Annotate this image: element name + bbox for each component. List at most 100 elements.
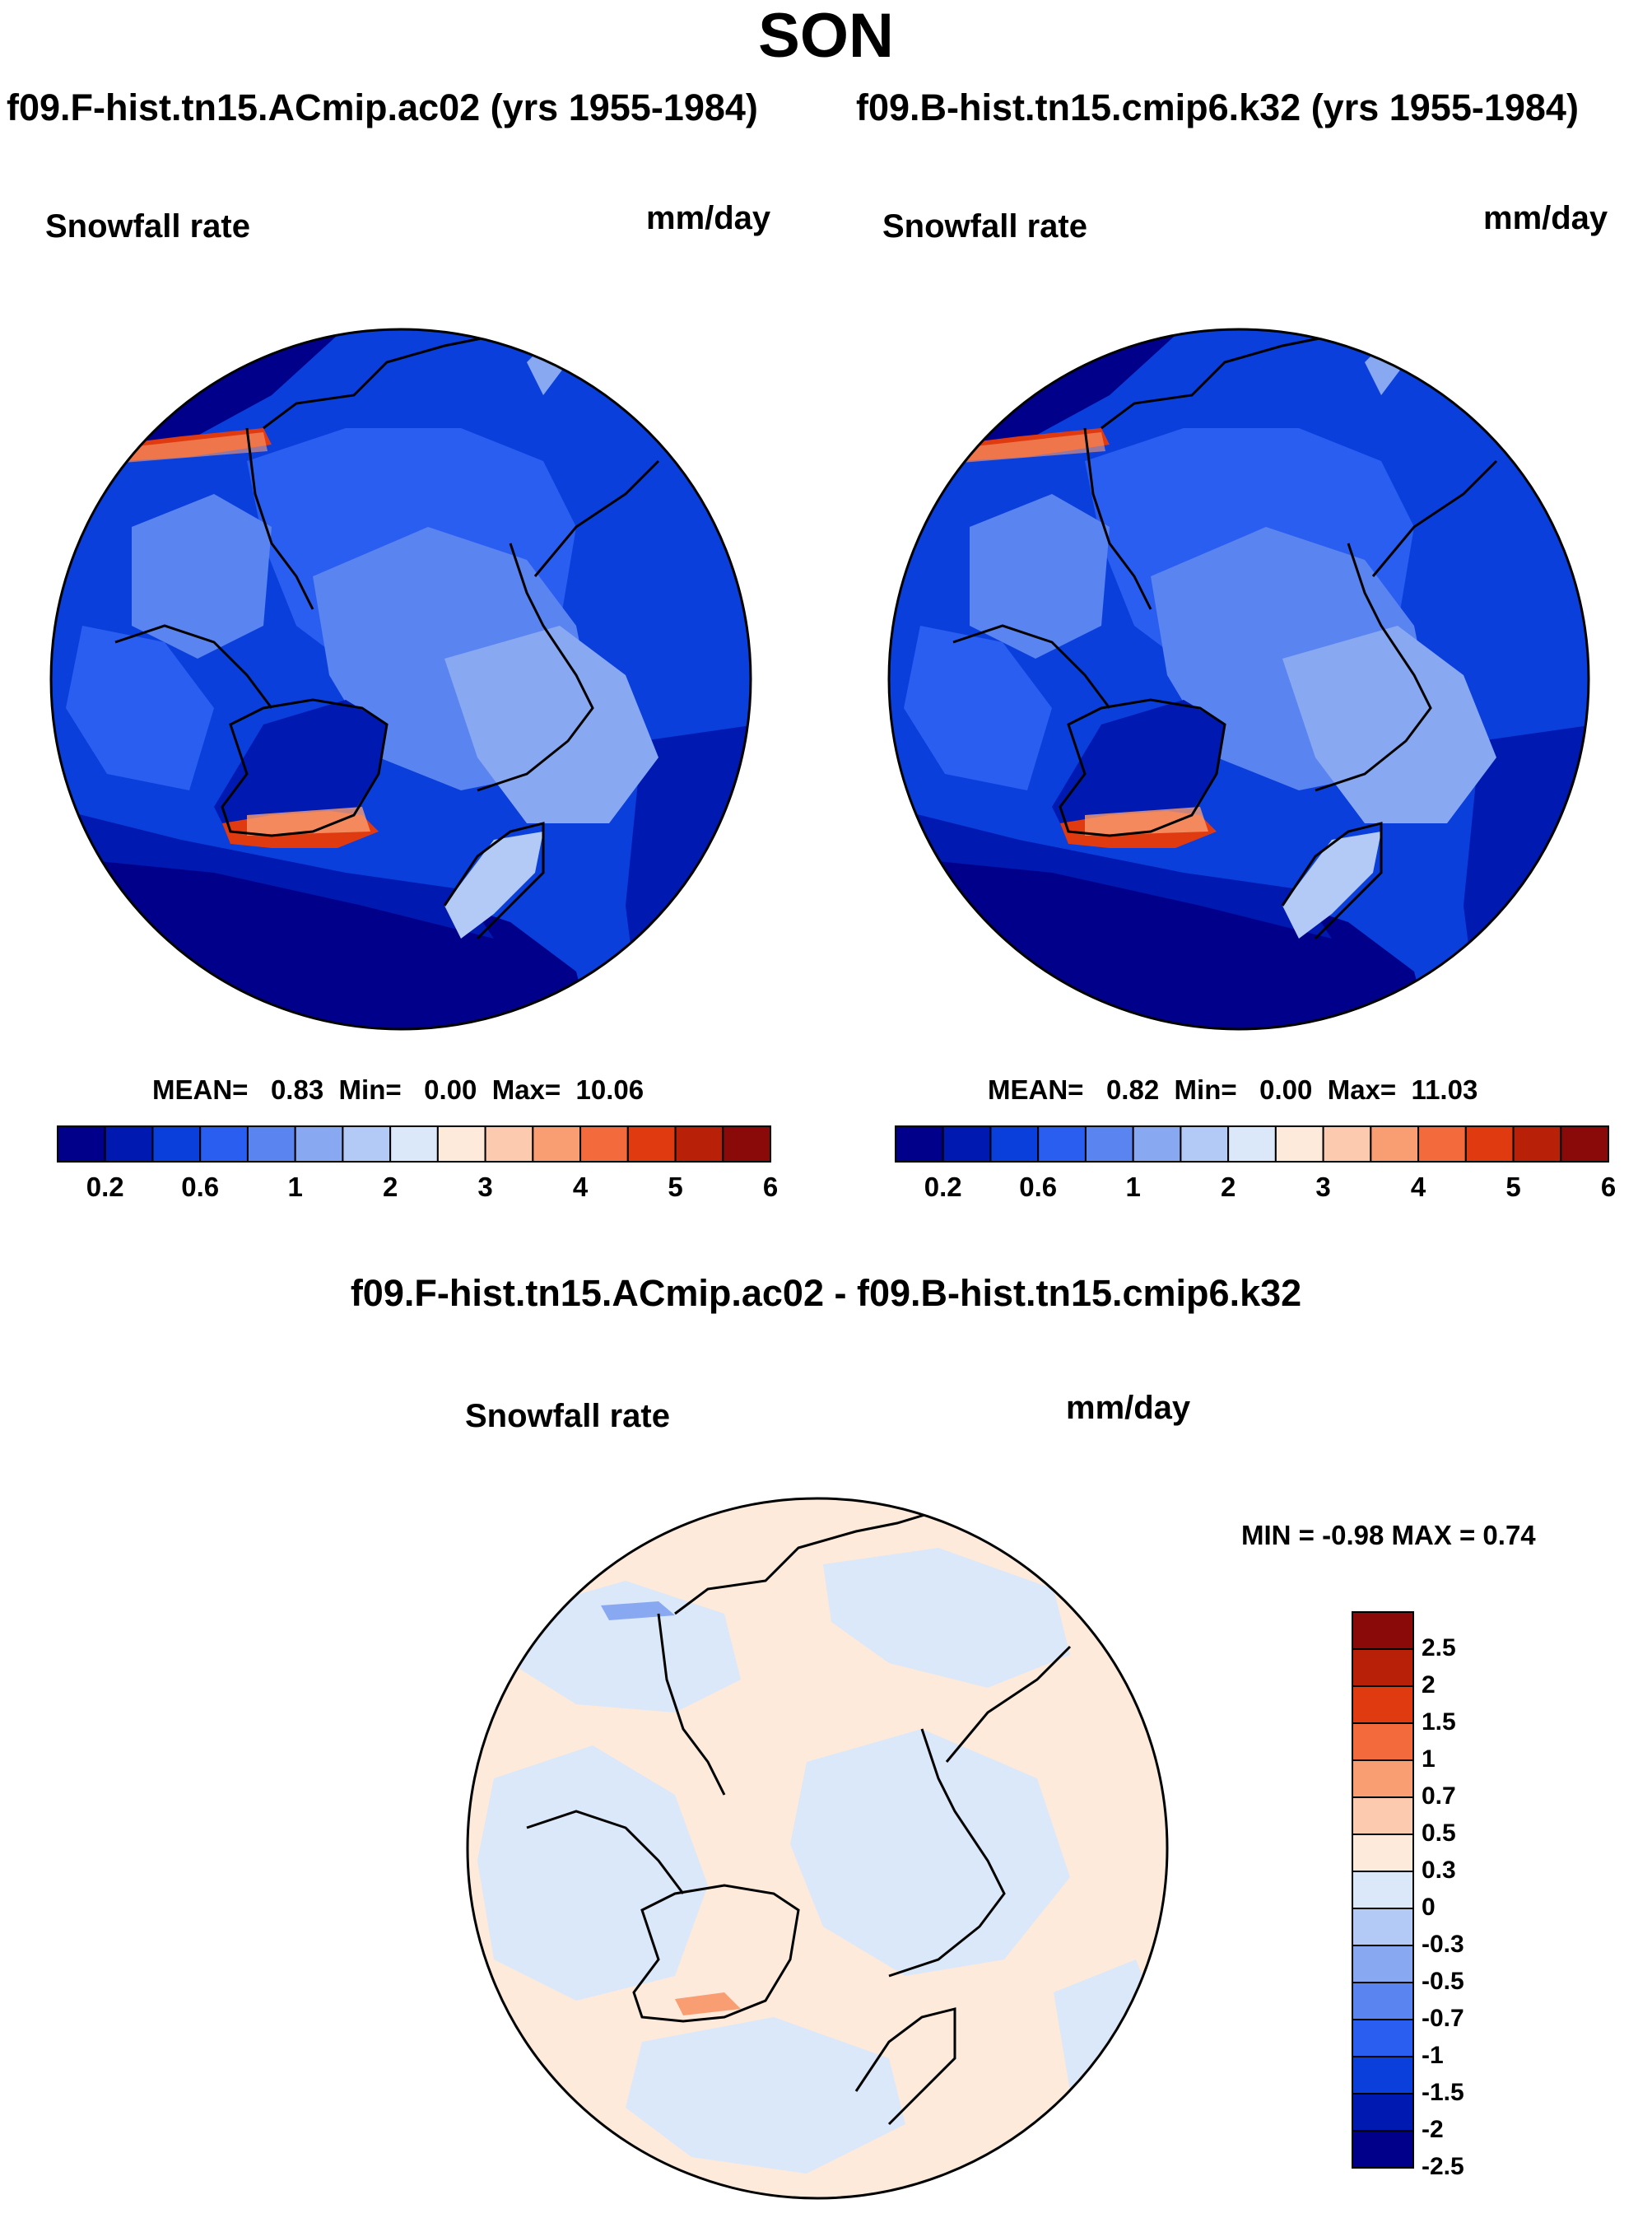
panel1-colorbar-tick: 0.2 bbox=[86, 1172, 124, 1202]
map2-scandinavia bbox=[1282, 832, 1381, 939]
map1-siberia-light bbox=[444, 626, 658, 823]
panel1-colorbar-box-8 bbox=[436, 1125, 486, 1163]
map1-atlantic-band bbox=[51, 807, 494, 939]
panel2-colorbar-box-10 bbox=[1370, 1125, 1420, 1163]
diff-coastlines bbox=[526, 1501, 1072, 2126]
panel2-max-label: Max= bbox=[1327, 1074, 1397, 1105]
diff-colorbar-tick: -0.5 bbox=[1422, 1968, 1464, 1995]
diff-region-e bbox=[626, 2017, 905, 2174]
map2-siberia-light bbox=[1282, 626, 1496, 823]
panel2-units-label: mm/day bbox=[1483, 200, 1608, 236]
panel1-colorbar-tick: 0.6 bbox=[181, 1172, 220, 1202]
panel1-colorbar-tick: 2 bbox=[382, 1172, 398, 1202]
map1-border bbox=[49, 328, 752, 1031]
panel1-min-value: 0.00 bbox=[424, 1074, 477, 1105]
panel2-colorbar-tick: 4 bbox=[1410, 1172, 1426, 1202]
panel1-max-value: 10.06 bbox=[575, 1074, 645, 1105]
diff-colorbar-tick: -1.5 bbox=[1422, 2079, 1464, 2106]
diff-colorbar-box-7 bbox=[1352, 1871, 1414, 1909]
diff-colorbar-box-12 bbox=[1352, 2056, 1414, 2095]
diff-colorbar-tick: 2.5 bbox=[1422, 1634, 1456, 1661]
panel2-colorbar-box-0 bbox=[895, 1125, 944, 1163]
panel2-stats: MEAN= 0.82 Min= 0.00 Max= 11.03 bbox=[988, 1074, 1477, 1106]
panel2-colorbar-box-2 bbox=[989, 1125, 1040, 1163]
panel2-colorbar-box-13 bbox=[1512, 1125, 1562, 1163]
diff-min-max: MIN = -0.98 MAX = 0.74 bbox=[1241, 1520, 1536, 1550]
map2-atlantic-band bbox=[889, 807, 1332, 939]
map2-greenland-interior bbox=[1052, 700, 1225, 840]
panel1-colorbar-box-6 bbox=[342, 1125, 392, 1163]
panel1-run-title: f09.F-hist.tn15.ACmip.ac02 (yrs 1955-198… bbox=[7, 86, 758, 128]
diff-colorbar-box-10 bbox=[1352, 1982, 1414, 2020]
diff-colorbar-box-1 bbox=[1352, 1648, 1414, 1687]
panel2-colorbar-box-8 bbox=[1274, 1125, 1324, 1163]
diff-colorbar bbox=[1352, 1611, 1414, 2169]
panel1-colorbar-box-13 bbox=[674, 1125, 724, 1163]
panel1-colorbar-box-5 bbox=[294, 1125, 344, 1163]
panel1-colorbar-box-3 bbox=[199, 1125, 249, 1163]
panel2-mean-label: MEAN= bbox=[988, 1074, 1084, 1105]
diff-positive-spot bbox=[675, 1992, 741, 2015]
panel2-colorbar-box-5 bbox=[1132, 1125, 1182, 1163]
map2-alaska-coast-mid bbox=[953, 432, 1105, 463]
panel2-colorbar-box-6 bbox=[1180, 1125, 1230, 1163]
diff-colorbar-box-6 bbox=[1352, 1834, 1414, 1872]
diff-region-a bbox=[510, 1581, 741, 1712]
diff-map-border bbox=[466, 1497, 1169, 2200]
panel2-colorbar-box-9 bbox=[1322, 1125, 1372, 1163]
diff-colorbar-tick: 0.7 bbox=[1422, 1782, 1456, 1810]
map1-canada-west bbox=[132, 494, 272, 659]
panel1-colorbar-box-14 bbox=[722, 1125, 771, 1163]
diff-colorbar-tick: -2 bbox=[1422, 2116, 1444, 2143]
panel1-colorbar-tick: 6 bbox=[762, 1172, 779, 1202]
panel1-mean-value: 0.83 bbox=[270, 1074, 324, 1105]
map1-canada-south bbox=[66, 626, 214, 790]
panel2-colorbar-tick: 0.6 bbox=[1019, 1172, 1058, 1202]
panel2-colorbar-box-7 bbox=[1227, 1125, 1277, 1163]
panel1-colorbar-box-2 bbox=[151, 1125, 202, 1163]
diff-colorbar-box-13 bbox=[1352, 2093, 1414, 2132]
map2-coastlines bbox=[952, 329, 1498, 940]
diff-colorbar-box-8 bbox=[1352, 1908, 1414, 1946]
diff-colorbar-box-9 bbox=[1352, 1945, 1414, 1983]
panel1-colorbar-tick: 3 bbox=[477, 1172, 493, 1202]
panel1-stats: MEAN= 0.83 Min= 0.00 Max= 10.06 bbox=[152, 1074, 644, 1106]
panel2-colorbar-box-12 bbox=[1464, 1125, 1515, 1163]
panel1-colorbar-tick: 4 bbox=[572, 1172, 589, 1202]
panel2-mean-value: 0.82 bbox=[1105, 1074, 1160, 1105]
map-panel-2 bbox=[889, 329, 1589, 1029]
panel1-colorbar-box-10 bbox=[532, 1125, 582, 1163]
panel1-colorbar-tick: 5 bbox=[668, 1172, 683, 1202]
map1-scandinavia bbox=[444, 832, 543, 939]
diff-colorbar-tick: -2.5 bbox=[1422, 2153, 1464, 2180]
diff-variable-label: Snowfall rate bbox=[465, 1398, 670, 1434]
panel2-colorbar-tick: 1 bbox=[1125, 1172, 1141, 1202]
diff-colorbar-tick: 1 bbox=[1422, 1745, 1436, 1773]
panel1-colorbar-box-12 bbox=[626, 1125, 677, 1163]
panel2-colorbar-box-1 bbox=[942, 1125, 992, 1163]
diff-region-d bbox=[790, 1729, 1070, 1976]
diff-colorbar-box-2 bbox=[1352, 1685, 1414, 1724]
diff-colorbar-tick: 1.5 bbox=[1422, 1708, 1456, 1736]
panel1-colorbar-box-1 bbox=[104, 1125, 154, 1163]
map2-border bbox=[887, 328, 1590, 1031]
panel2-colorbar-box-14 bbox=[1560, 1125, 1610, 1163]
panel1-colorbar-tick: 1 bbox=[287, 1172, 303, 1202]
diff-colorbar-tick: 2 bbox=[1422, 1671, 1436, 1698]
map2-greenland-coast-mid bbox=[1085, 807, 1208, 836]
map1-greenland-interior bbox=[214, 700, 387, 840]
map1-greenland-coast-mid bbox=[247, 807, 370, 836]
panel2-run-title: f09.B-hist.tn15.cmip6.k32 (yrs 1955-1984… bbox=[856, 86, 1579, 128]
map2-canada-south bbox=[904, 626, 1052, 790]
panel2-colorbar-tick: 5 bbox=[1505, 1172, 1521, 1202]
panel1-colorbar bbox=[57, 1125, 771, 1163]
panel2-colorbar-tick: 3 bbox=[1315, 1172, 1331, 1202]
diff-colorbar-box-11 bbox=[1352, 2019, 1414, 2057]
diff-colorbar-tick: -0.7 bbox=[1422, 2005, 1464, 2032]
diff-colorbar-box-3 bbox=[1352, 1722, 1414, 1761]
panel2-colorbar-tick: 2 bbox=[1220, 1172, 1236, 1202]
diff-title: f09.F-hist.tn15.ACmip.ac02 - f09.B-hist.… bbox=[350, 1272, 1302, 1314]
map1-coastlines bbox=[114, 329, 660, 940]
panel2-colorbar-tick: 6 bbox=[1600, 1172, 1617, 1202]
